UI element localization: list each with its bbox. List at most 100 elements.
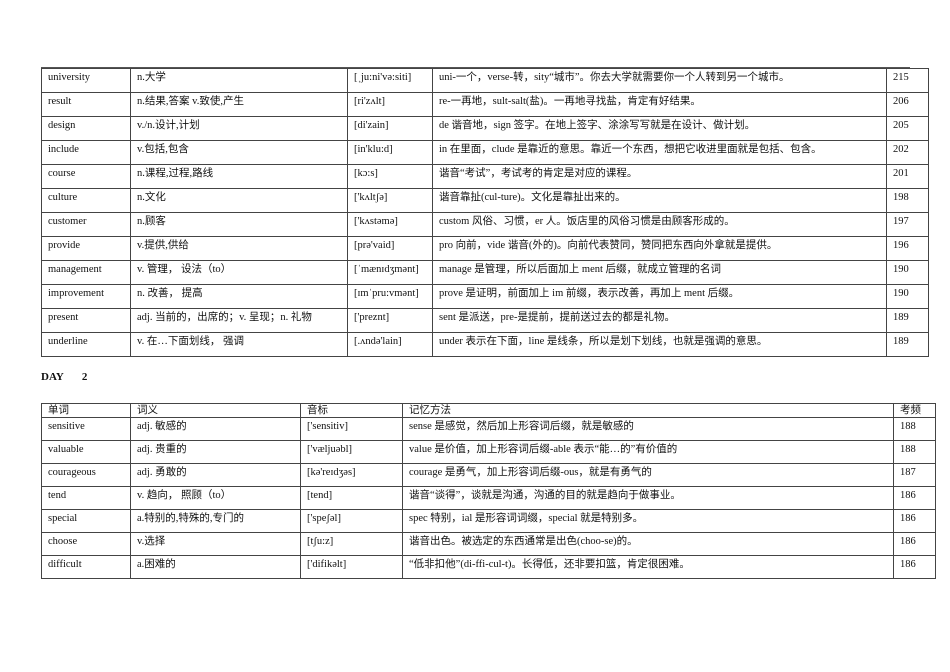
cell-method: prove 是证明，前面加上 im 前缀，表示改善，再加上 ment 后缀。 — [432, 284, 887, 309]
cell-freq: 186 — [893, 555, 936, 579]
cell-freq: 198 — [886, 188, 929, 213]
cell-method: 谐音靠扯(cul-ture)。文化是靠扯出来的。 — [432, 188, 887, 213]
header-word: 单词 — [41, 403, 131, 418]
cell-meaning: n.大学 — [130, 68, 348, 93]
cell-phonetic: [ɪmˈpru:vmənt] — [347, 284, 433, 309]
cell-method: “低非扣他”(di-ffi-cul-t)。长得低，还非要扣篮，肯定很困难。 — [402, 555, 894, 579]
table-header-row: 单词 词义 音标 记忆方法 考频 — [41, 403, 936, 418]
day-heading: DAY 2 — [41, 371, 87, 383]
cell-method: 谐音出色。被选定的东西通常是出色(choo-se)的。 — [402, 532, 894, 556]
cell-phonetic: [tend] — [300, 486, 403, 510]
cell-phonetic: ['difikəlt] — [300, 555, 403, 579]
table-row: customer n.顾客 ['kʌstəmə] custom 风俗、习惯，er 人。… — [41, 212, 929, 237]
day-label: DAY — [41, 371, 64, 383]
table-row: provide v.提供,供给 [prə'vaid] pro 向前，vide 谐音(外… — [41, 236, 929, 261]
table-row: special a.特别的,特殊的,专门的 ['speʃəl] spec 特别，ial… — [41, 509, 936, 533]
cell-word: culture — [41, 188, 131, 213]
cell-method: 谐音“谈得”，谈就是沟通，沟通的目的就是趋向于做事业。 — [402, 486, 894, 510]
cell-method: sense 是感觉，然后加上形容词后缀，就是敏感的 — [402, 417, 894, 441]
header-method: 记忆方法 — [402, 403, 894, 418]
cell-phonetic: [prə'vaid] — [347, 236, 433, 261]
cell-method: uni-一个，verse-转，sity“城市”。你去大学就需要你一个人转到另一个… — [432, 68, 887, 93]
cell-meaning: n.文化 — [130, 188, 348, 213]
cell-phonetic: [kɔ:s] — [347, 164, 433, 189]
cell-phonetic: [kə'reɪdʒəs] — [300, 463, 403, 487]
cell-phonetic: [ri'zʌlt] — [347, 92, 433, 117]
vocab-table-day2: 单词 词义 音标 记忆方法 考频 sensitive adj. 敏感的 ['sens… — [41, 403, 936, 579]
table-row: valuable adj. 贵重的 ['væljuəbl] value 是价值，加上形… — [41, 440, 936, 464]
vocab-table-day1: university n.大学 [ˌju:ni'və:siti] uni-一个，ver… — [41, 68, 929, 357]
cell-method: courage 是勇气，加上形容词后缀-ous，就是有勇气的 — [402, 463, 894, 487]
cell-meaning: a.特别的,特殊的,专门的 — [130, 509, 301, 533]
cell-phonetic: [ˌju:ni'və:siti] — [347, 68, 433, 93]
cell-word: valuable — [41, 440, 131, 464]
cell-meaning: adj. 贵重的 — [130, 440, 301, 464]
cell-meaning: n.课程,过程,路线 — [130, 164, 348, 189]
cell-word: difficult — [41, 555, 131, 579]
cell-meaning: v./n.设计,计划 — [130, 116, 348, 141]
cell-phonetic: [.ʌndə'lain] — [347, 332, 433, 357]
cell-word: special — [41, 509, 131, 533]
cell-method: custom 风俗、习惯，er 人。饭店里的风俗习惯是由顾客形成的。 — [432, 212, 887, 237]
cell-word: customer — [41, 212, 131, 237]
cell-phonetic: [di'zain] — [347, 116, 433, 141]
header-meaning: 词义 — [130, 403, 301, 418]
day-number: 2 — [81, 371, 88, 383]
header-phonetic: 音标 — [300, 403, 403, 418]
cell-freq: 186 — [893, 486, 936, 510]
cell-meaning: n.结果,答案 v.致使,产生 — [130, 92, 348, 117]
cell-freq: 201 — [886, 164, 929, 189]
cell-freq: 188 — [893, 440, 936, 464]
table-row: result n.结果,答案 v.致使,产生 [ri'zʌlt] re-一再地，sul… — [41, 92, 929, 117]
cell-method: under 表示在下面，line 是线条，所以是划下划线，也就是强调的意思。 — [432, 332, 887, 357]
cell-freq: 188 — [893, 417, 936, 441]
cell-word: design — [41, 116, 131, 141]
cell-meaning: v. 在…下面划线， 强调 — [130, 332, 348, 357]
cell-phonetic: ['speʃəl] — [300, 509, 403, 533]
cell-method: re-一再地，sult-salt(盐)。一再地寻找盐，肯定有好结果。 — [432, 92, 887, 117]
cell-freq: 186 — [893, 532, 936, 556]
table-row: difficult a.困难的 ['difikəlt] “低非扣他”(di-ffi-c… — [41, 555, 936, 579]
cell-word: course — [41, 164, 131, 189]
cell-phonetic: [in'klu:d] — [347, 140, 433, 165]
cell-word: sensitive — [41, 417, 131, 441]
cell-freq: 202 — [886, 140, 929, 165]
cell-meaning: v. 管理， 设法（to） — [130, 260, 348, 285]
table-row: tend v. 趋向， 照顾（to） [tend] 谐音“谈得”，谈就是沟通，沟通的目… — [41, 486, 936, 510]
cell-word: courageous — [41, 463, 131, 487]
cell-word: tend — [41, 486, 131, 510]
header-freq: 考频 — [893, 403, 936, 418]
table-row: design v./n.设计,计划 [di'zain] de 谐音地，sign 签字。… — [41, 116, 929, 141]
cell-word: present — [41, 308, 131, 333]
cell-word: provide — [41, 236, 131, 261]
cell-phonetic: [tʃu:z] — [300, 532, 403, 556]
cell-method: de 谐音地，sign 签字。在地上签字、涂涂写写就是在设计、做计划。 — [432, 116, 887, 141]
cell-freq: 197 — [886, 212, 929, 237]
cell-phonetic: ['sensitiv] — [300, 417, 403, 441]
cell-word: improvement — [41, 284, 131, 309]
cell-freq: 186 — [893, 509, 936, 533]
cell-word: choose — [41, 532, 131, 556]
cell-freq: 196 — [886, 236, 929, 261]
cell-freq: 206 — [886, 92, 929, 117]
table-row: choose v.选择 [tʃu:z] 谐音出色。被选定的东西通常是出色(choo-s… — [41, 532, 936, 556]
cell-method: in 在里面，clude 是靠近的意思。靠近一个东西，想把它收进里面就是包括、包… — [432, 140, 887, 165]
table-row: course n.课程,过程,路线 [kɔ:s] 谐音“考试”，考试考的肯定是对应的课… — [41, 164, 929, 189]
cell-freq: 190 — [886, 260, 929, 285]
cell-phonetic: ['kʌltʃə] — [347, 188, 433, 213]
table-row: courageous adj. 勇敢的 [kə'reɪdʒəs] courage 是勇… — [41, 463, 936, 487]
cell-method: 谐音“考试”，考试考的肯定是对应的课程。 — [432, 164, 887, 189]
cell-freq: 189 — [886, 308, 929, 333]
cell-method: pro 向前，vide 谐音(外的)。向前代表赞同，赞同把东西向外拿就是提供。 — [432, 236, 887, 261]
header-rule — [41, 67, 910, 68]
cell-meaning: v. 趋向， 照顾（to） — [130, 486, 301, 510]
cell-phonetic: ['kʌstəmə] — [347, 212, 433, 237]
cell-meaning: n. 改善， 提高 — [130, 284, 348, 309]
table-row: sensitive adj. 敏感的 ['sensitiv] sense 是感觉，然后… — [41, 417, 936, 441]
cell-meaning: n.顾客 — [130, 212, 348, 237]
cell-meaning: v.提供,供给 — [130, 236, 348, 261]
cell-word: result — [41, 92, 131, 117]
cell-freq: 187 — [893, 463, 936, 487]
cell-word: include — [41, 140, 131, 165]
cell-method: manage 是管理，所以后面加上 ment 后缀，就成立管理的名词 — [432, 260, 887, 285]
